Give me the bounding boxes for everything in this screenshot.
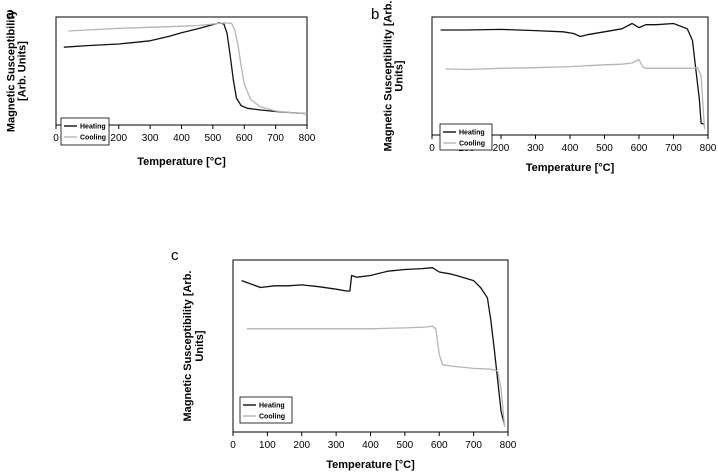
- series-line-heating: [241, 267, 506, 426]
- y-axis-title: Magnetic Susceptibility: [6, 9, 18, 132]
- x-tick-label: 800: [700, 143, 717, 154]
- panel-b: b0100200300400500600700800Temperature [°…: [371, 1, 717, 174]
- x-tick-label: 700: [267, 133, 284, 144]
- x-tick-label: 200: [293, 440, 310, 451]
- x-tick-label: 300: [142, 133, 159, 144]
- panel-a: a0100200300400500600700800Temperature [°…: [6, 5, 316, 168]
- y-axis-title: Units]: [394, 60, 406, 92]
- x-axis-title: Temperature [°C]: [526, 162, 615, 174]
- legend-label-heating: Heating: [459, 130, 485, 137]
- x-tick-label: 800: [500, 440, 517, 451]
- x-tick-label: 500: [205, 133, 222, 144]
- panel-label: c: [171, 247, 179, 264]
- plot-frame: [55, 16, 308, 126]
- x-tick-label: 0: [53, 133, 59, 144]
- x-tick-label: 600: [236, 133, 253, 144]
- series-line-heating: [440, 22, 705, 126]
- plot-frame: [232, 259, 509, 433]
- x-tick-label: 400: [362, 440, 379, 451]
- x-tick-label: 700: [665, 143, 682, 154]
- x-tick-label: 200: [493, 143, 510, 154]
- y-axis-title: Units]: [194, 330, 206, 362]
- legend-label-cooling: Cooling: [80, 135, 106, 142]
- plot-frame: [431, 16, 709, 136]
- series-line-cooling: [445, 58, 706, 130]
- x-tick-label: 0: [230, 440, 236, 451]
- legend-box: [239, 396, 293, 424]
- x-tick-label: 400: [562, 143, 579, 154]
- legend-label-cooling: Cooling: [459, 141, 485, 148]
- panel-label: b: [371, 6, 379, 23]
- x-tick-label: 200: [110, 133, 127, 144]
- x-tick-label: 500: [596, 143, 613, 154]
- series-line-cooling: [68, 22, 308, 115]
- x-tick-label: 0: [429, 143, 435, 154]
- y-axis-title: Magnetic Susceptibility [Arb.: [182, 271, 194, 422]
- legend-box: [60, 117, 110, 146]
- legend-label-cooling: Cooling: [259, 414, 285, 421]
- panel-label: a: [6, 5, 15, 22]
- x-tick-label: 400: [173, 133, 190, 144]
- series-line-cooling: [246, 325, 506, 427]
- series-line-heating: [63, 22, 308, 115]
- legend-label-heating: Heating: [259, 403, 285, 410]
- x-tick-label: 600: [431, 440, 448, 451]
- x-tick-label: 700: [465, 440, 482, 451]
- x-tick-label: 100: [259, 440, 276, 451]
- y-axis-title: [Arb. Units]: [17, 41, 29, 101]
- panel-c: c 0 100 200 300 400 500 600 700 800 Temperature [°…: [171, 247, 517, 471]
- legend-label-heating: Heating: [80, 124, 106, 131]
- x-axis-title: Temperature [°C]: [326, 459, 415, 471]
- x-tick-label: 500: [397, 440, 414, 451]
- x-axis-title: Temperature [°C]: [137, 156, 226, 168]
- y-axis-title: Magnetic Susceptibility [Arb.: [383, 1, 395, 152]
- x-tick-label: 300: [328, 440, 345, 451]
- x-tick-label: 800: [299, 133, 316, 144]
- legend-box: [439, 123, 493, 151]
- x-tick-label: 600: [631, 143, 648, 154]
- x-tick-label: 300: [527, 143, 544, 154]
